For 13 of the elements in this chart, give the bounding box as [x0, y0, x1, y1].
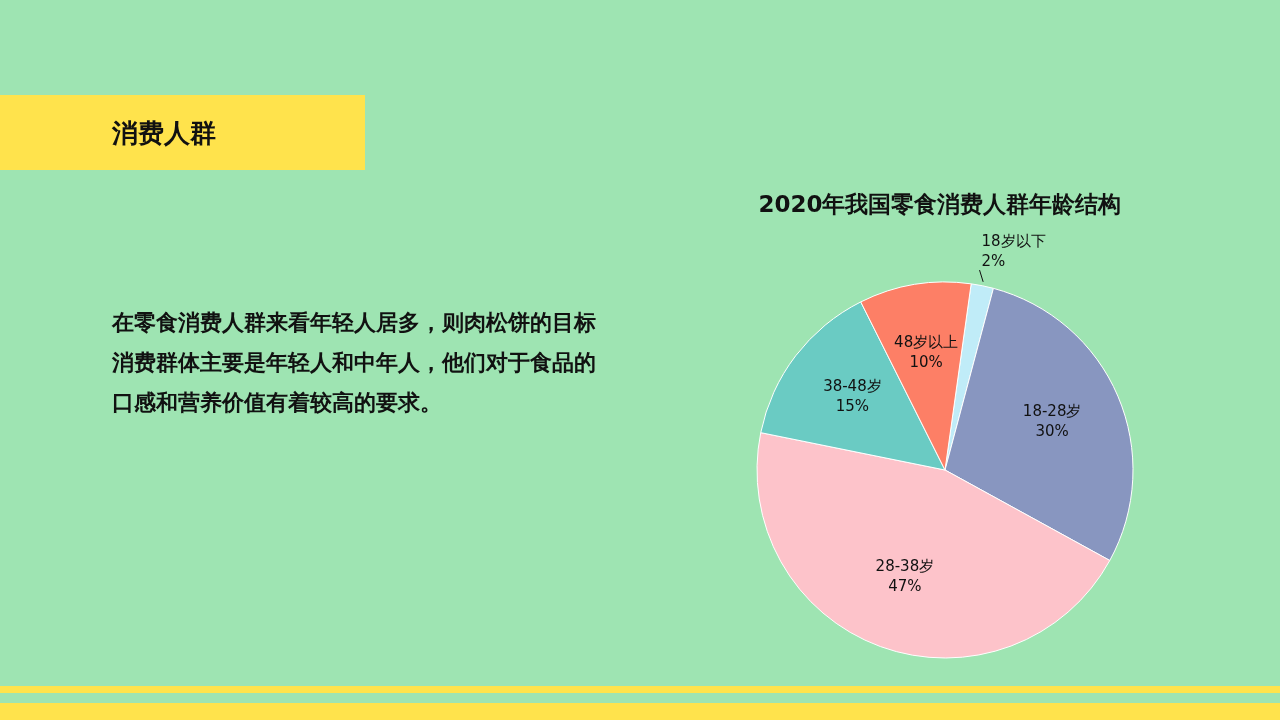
slice-label: 18岁以下 [981, 232, 1046, 251]
data-label: 2% [981, 252, 1006, 271]
slice-label: 48岁以上 [894, 332, 959, 351]
data-label: 15% [835, 397, 870, 416]
text: 在零食消费人群来看年轻人居多，则肉松饼的目标消费群体主要是年轻人和中年人，他们对于食品的口感和营养价值有着较高的要求。 [111, 310, 596, 415]
slice-label: 28-38岁 [875, 557, 935, 576]
data-label: 30% [1035, 422, 1069, 441]
chart-title: 2020年我国零食消费人群年龄结构 [758, 191, 1122, 217]
slice-label: 18-28岁 [1022, 402, 1082, 421]
data-label: 47% [888, 577, 922, 596]
text: 消费人群 [111, 118, 216, 148]
slice-label: 38-48岁 [823, 377, 882, 396]
data-label: 10% [909, 352, 943, 371]
